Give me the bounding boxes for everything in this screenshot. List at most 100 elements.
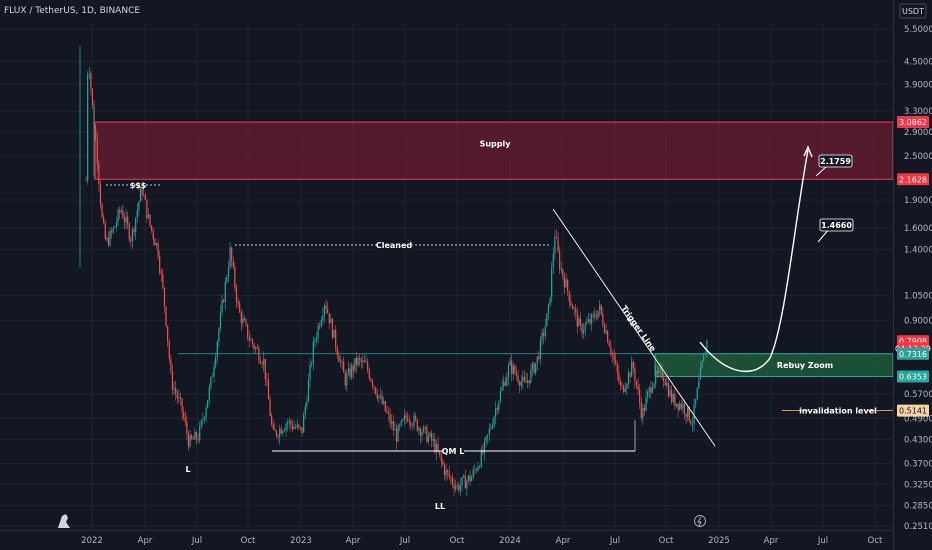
x-tick-label: Oct <box>241 536 256 546</box>
candle-body <box>565 279 567 288</box>
candle-body <box>336 347 338 356</box>
candle-body <box>320 320 322 327</box>
candle-body <box>669 389 671 397</box>
candle-body <box>472 469 474 478</box>
candle-body <box>247 324 249 338</box>
liquidity-label: $$$ <box>130 181 147 190</box>
candle-body <box>677 403 679 410</box>
candle-body <box>333 329 335 338</box>
candle-body <box>271 415 273 425</box>
candle-body <box>418 428 420 431</box>
y-tick-label: 1.4000 <box>904 245 932 255</box>
candle-body <box>234 266 236 288</box>
candle-body <box>675 403 678 407</box>
candle-body <box>613 354 615 361</box>
y-tick-label: 1.0500 <box>904 292 932 302</box>
candle-body <box>119 210 121 213</box>
candle-body <box>131 229 134 242</box>
candle-body <box>488 428 490 435</box>
candle-body <box>194 432 196 440</box>
candle-body <box>703 354 705 362</box>
candle-body <box>495 408 497 417</box>
candle-body <box>432 439 434 441</box>
chart-title: FLUX / TetherUS, 1D, BINANCE <box>4 6 140 16</box>
candle-body <box>450 476 452 479</box>
candle-body <box>634 368 636 382</box>
candle-body <box>357 357 359 365</box>
candle-body <box>147 214 150 219</box>
price-tag-bg <box>897 370 929 383</box>
candle-body <box>359 357 361 360</box>
candle-body <box>195 432 198 440</box>
candle-body <box>264 358 266 380</box>
candle-body <box>253 344 255 349</box>
x-tick-label: 2024 <box>499 536 521 546</box>
candle-body <box>183 411 185 418</box>
candle-body <box>515 373 518 376</box>
candle-body <box>701 361 703 368</box>
candle-body <box>347 368 350 374</box>
candle-body <box>567 279 569 292</box>
candle-body <box>586 321 588 324</box>
candle-body <box>221 300 223 313</box>
candle-body <box>563 276 566 288</box>
candle-body <box>523 376 526 381</box>
qml-label: QM L <box>442 447 465 456</box>
candle-body <box>112 227 114 233</box>
candle-body <box>179 397 182 399</box>
candle-body <box>211 376 214 378</box>
candle-body <box>584 323 586 331</box>
currency-label[interactable]: USDT <box>902 7 924 16</box>
candle-body <box>322 315 324 321</box>
candle-body <box>187 433 190 447</box>
candle-body <box>680 403 682 409</box>
candle-body <box>499 390 502 402</box>
candle-body <box>647 391 649 398</box>
y-tick-label: 0.5700 <box>904 390 932 400</box>
candle-body <box>663 377 665 381</box>
candle-body <box>175 388 177 394</box>
candle-body <box>594 314 596 318</box>
candle-body <box>685 413 687 417</box>
candle-body <box>579 318 582 325</box>
currency-box[interactable] <box>899 3 927 19</box>
candle-body <box>163 287 166 307</box>
candle-body <box>504 381 506 386</box>
y-tick-label: 0.2510 <box>904 522 932 532</box>
candle-body <box>85 180 87 182</box>
bolt-icon-glyph <box>697 516 702 527</box>
candle-body <box>338 355 340 362</box>
candle-body <box>600 304 602 314</box>
candle-body <box>384 401 386 411</box>
candle-body <box>202 419 204 421</box>
x-tick-label: Apr <box>138 536 153 546</box>
candle-body <box>291 424 294 429</box>
x-tick-label: 2025 <box>708 536 730 546</box>
x-tick-label: Jul <box>609 536 620 546</box>
candle-body <box>269 399 271 416</box>
candle-body <box>631 361 633 377</box>
candle-body <box>589 319 591 324</box>
candle-body <box>263 358 265 365</box>
candle-body <box>227 267 230 278</box>
candle-body <box>597 310 599 319</box>
candle-body <box>138 201 140 210</box>
x-tick-label: Oct <box>659 536 674 546</box>
candle-body <box>279 428 281 437</box>
candle-body <box>373 385 375 388</box>
target-2-box <box>818 154 853 168</box>
candle-body <box>602 313 604 326</box>
invalidation-label: invalidation level <box>799 407 877 416</box>
candle-body <box>210 377 212 388</box>
candle-body <box>555 236 558 238</box>
candle-body <box>666 382 668 386</box>
candle-body <box>423 426 425 433</box>
candle-body <box>317 325 319 339</box>
candle-body <box>592 314 594 316</box>
price-tag-bg <box>897 404 929 417</box>
candle-body <box>512 365 514 374</box>
candle-body <box>408 421 410 423</box>
x-tick-label: Apr <box>556 536 571 546</box>
